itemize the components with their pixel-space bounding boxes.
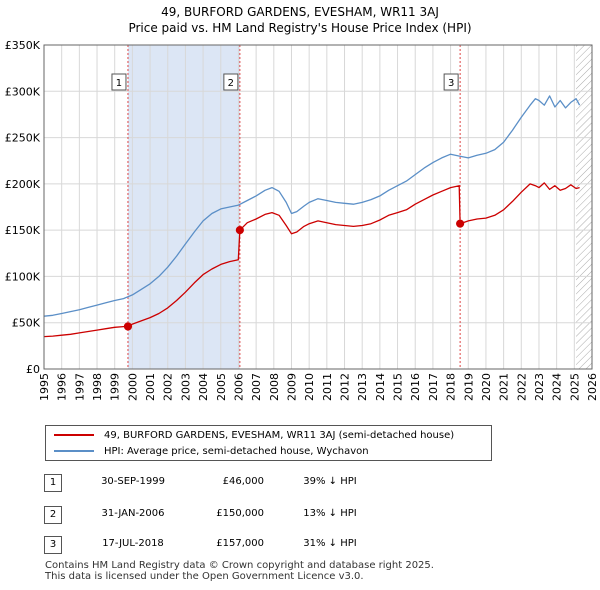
x-tick-label: 2015: [392, 373, 405, 401]
x-tick-label: 2016: [409, 373, 422, 401]
sale-point: [456, 219, 465, 228]
x-tick-label: 2023: [533, 373, 546, 401]
x-tick-label: 2022: [515, 373, 528, 401]
y-tick-label: £100K: [5, 270, 41, 283]
x-tick-label: 2009: [285, 373, 298, 401]
y-tick-label: £0: [26, 363, 40, 376]
marker-label: 3: [448, 78, 454, 89]
hpi-line: [43, 95, 581, 317]
footer-licence: This data is licensed under the Open Gov…: [45, 571, 364, 582]
y-tick-label: £150K: [5, 224, 41, 237]
legend-label-hpi: HPI: Average price, semi-detached house,…: [104, 446, 369, 457]
plot-frame: [43, 44, 593, 370]
x-tick-label: 2025: [568, 373, 581, 401]
legend-swatch-price: [54, 434, 94, 436]
y-tick-label: £50K: [12, 317, 41, 330]
marker-box: [223, 73, 239, 91]
x-tick-label: 2004: [197, 373, 210, 401]
x-tick-label: 2000: [126, 373, 139, 401]
transaction-price: £157,000: [216, 538, 264, 549]
x-tick-label: 2018: [445, 373, 458, 401]
x-tick-label: 2013: [356, 373, 369, 401]
transaction-date: 17-JUL-2018: [102, 538, 164, 549]
legend-label-price: 49, BURFORD GARDENS, EVESHAM, WR11 3AJ (…: [104, 430, 455, 441]
x-tick-label: 2024: [551, 373, 564, 401]
sale-point: [235, 226, 244, 235]
plot-area: [44, 45, 592, 369]
x-tick-label: 2021: [498, 373, 511, 401]
transaction-number: 2: [44, 506, 62, 524]
x-tick-label: 2020: [480, 373, 493, 401]
marker-box: [111, 73, 127, 91]
x-tick-label: 2001: [144, 373, 157, 401]
x-tick-label: 2026: [586, 373, 599, 401]
y-tick-label: £350K: [5, 39, 41, 52]
legend-swatch-hpi: [54, 450, 94, 452]
transaction-row: 1 30-SEP-1999 £46,000 39% ↓ HPI: [44, 474, 444, 494]
x-tick-label: 2019: [462, 373, 475, 401]
x-tick-label: 1998: [91, 373, 104, 401]
forecast-hatch: [576, 45, 592, 369]
sale-point: [123, 322, 133, 331]
x-tick-label: 1995: [38, 373, 51, 401]
x-tick-label: 1997: [73, 373, 86, 401]
x-tick-label: 1996: [56, 373, 69, 401]
price-paid-line: [43, 182, 580, 338]
transaction-hpi-diff: 39% ↓ HPI: [303, 476, 357, 487]
price-chart: £0 £50K £100K £150K £200K £250K £300K £350K 1995…: [5, 39, 599, 401]
transaction-hpi-diff: 13% ↓ HPI: [303, 508, 357, 519]
transaction-price: £46,000: [222, 476, 264, 487]
marker-label: 1: [116, 78, 122, 89]
transaction-number: 1: [44, 474, 62, 492]
transaction-hpi-diff: 31% ↓ HPI: [303, 538, 357, 549]
marker-label: 2: [228, 78, 234, 89]
x-tick-label: 2012: [339, 373, 352, 401]
y-tick-label: £250K: [5, 132, 41, 145]
legend: 49, BURFORD GARDENS, EVESHAM, WR11 3AJ (…: [45, 425, 492, 461]
legend-item-price: 49, BURFORD GARDENS, EVESHAM, WR11 3AJ (…: [54, 428, 454, 444]
transaction-price: £150,000: [216, 508, 264, 519]
transaction-date: 30-SEP-1999: [101, 476, 165, 487]
x-tick-label: 2003: [179, 373, 192, 401]
x-tick-label: 2002: [162, 373, 175, 401]
marker-box: [443, 73, 459, 91]
x-tick-label: 2014: [374, 373, 387, 401]
legend-item-hpi: HPI: Average price, semi-detached house,…: [54, 444, 369, 460]
x-tick-label: 1999: [109, 373, 122, 401]
y-tick-label: £300K: [5, 85, 41, 98]
chart-title: 49, BURFORD GARDENS, EVESHAM, WR11 3AJ: [161, 5, 439, 19]
x-tick-label: 2010: [303, 373, 316, 401]
transaction-date: 31-JAN-2006: [101, 508, 165, 519]
transaction-row: 2 31-JAN-2006 £150,000 13% ↓ HPI: [44, 506, 444, 526]
x-tick-label: 2005: [215, 373, 228, 401]
footer-copyright: Contains HM Land Registry data © Crown c…: [45, 560, 434, 571]
shaded-period: [127, 45, 240, 369]
footer: Contains HM Land Registry data © Crown c…: [45, 560, 434, 582]
x-tick-label: 2011: [321, 373, 334, 401]
x-tick-label: 2017: [427, 373, 440, 401]
transaction-row: 3 17-JUL-2018 £157,000 31% ↓ HPI: [44, 536, 444, 556]
y-tick-label: £200K: [5, 178, 41, 191]
x-tick-label: 2008: [268, 373, 281, 401]
x-tick-label: 2007: [250, 373, 263, 401]
transaction-number: 3: [44, 536, 62, 554]
chart-subtitle: Price paid vs. HM Land Registry's House …: [128, 21, 472, 35]
x-tick-label: 2006: [232, 373, 245, 401]
